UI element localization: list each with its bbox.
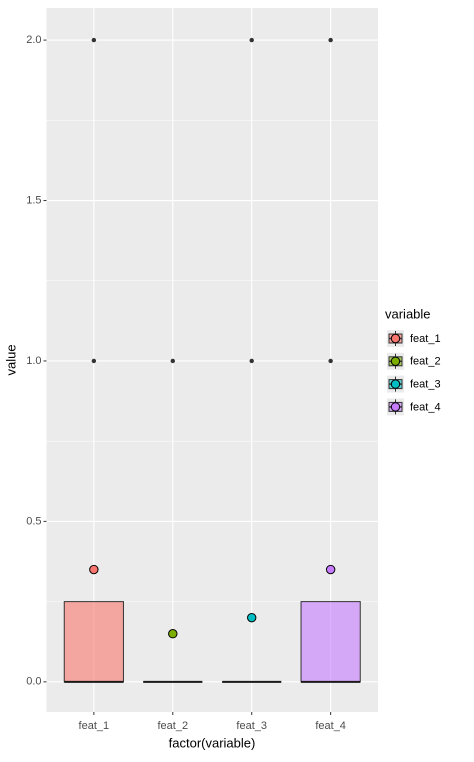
legend-key-point [390, 333, 401, 344]
x-tick-label: feat_2 [157, 720, 188, 732]
box [63, 601, 124, 683]
x-tick-label: feat_3 [236, 720, 267, 732]
x-tick-label: feat_4 [315, 720, 346, 732]
mean-point [89, 564, 99, 575]
y-tick-label: 2.0 [26, 34, 41, 46]
mean-point [325, 564, 336, 575]
legend-key-point [390, 356, 401, 366]
outlier [249, 358, 254, 364]
outlier [91, 37, 97, 43]
y-tick-label: 0.0 [26, 676, 41, 688]
outlier [328, 37, 333, 43]
mean-point [247, 612, 257, 623]
legend-key-point [390, 402, 401, 412]
outlier [249, 37, 254, 43]
x-tick-label: feat_1 [79, 720, 110, 732]
box [300, 601, 361, 683]
y-axis-title: value [3, 344, 18, 375]
mean-point [168, 629, 178, 639]
legend-label: feat_2 [410, 356, 441, 368]
outlier [91, 358, 97, 364]
outlier [328, 358, 333, 364]
legend-title: variable [385, 306, 431, 321]
legend-label: feat_3 [410, 379, 441, 391]
outlier [170, 358, 175, 364]
y-tick-label: 0.5 [26, 515, 41, 527]
x-axis-title: factor(variable) [169, 735, 256, 750]
y-tick-label: 1.5 [26, 194, 41, 206]
y-tick-label: 1.0 [26, 355, 41, 367]
panel-background [46, 8, 378, 712]
legend-key-point [390, 379, 401, 389]
legend-label: feat_4 [410, 401, 441, 413]
legend-label: feat_1 [410, 333, 441, 345]
